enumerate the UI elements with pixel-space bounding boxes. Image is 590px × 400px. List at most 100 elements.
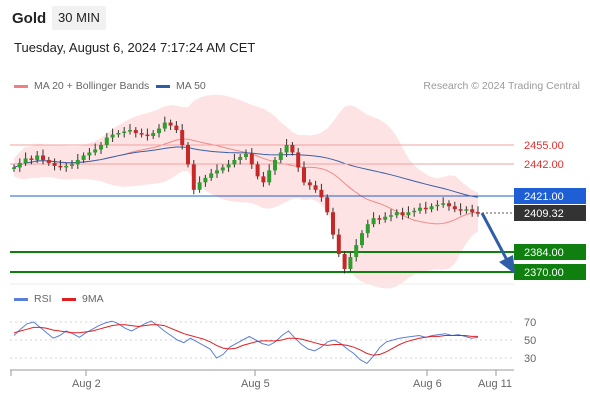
level-label-2442: 2442.00: [524, 159, 564, 171]
level-lines: 2455.00 2442.00 2421.00 2409.32 2384.00 …: [10, 140, 586, 280]
candle-body: [70, 164, 74, 166]
candle-body: [412, 210, 417, 213]
forecast-arrow: [480, 212, 515, 274]
candle-body: [75, 159, 80, 165]
candle-body: [238, 156, 243, 160]
rsi-line: [13, 320, 479, 365]
interval-selector[interactable]: 30 MIN: [52, 6, 106, 30]
candle-body: [139, 133, 144, 135]
header-bar: Gold 30 MIN: [0, 0, 590, 34]
candle-body: [17, 162, 22, 168]
candle-body: [302, 167, 306, 183]
rsi-pane: 70 50 30: [10, 317, 536, 365]
level-label-2455: 2455.00: [524, 140, 564, 152]
candle-body: [476, 212, 480, 214]
candle-body: [348, 257, 353, 270]
candle-body: [232, 159, 237, 165]
candle-body: [249, 153, 254, 165]
candle-body: [145, 134, 150, 137]
current-price-label: 2409.32: [524, 208, 564, 220]
candle-body: [116, 133, 121, 135]
candle-body: [168, 122, 173, 126]
candle-body: [383, 216, 388, 220]
candle-body: [360, 233, 364, 246]
candle-body: [174, 125, 179, 131]
candle-body: [325, 197, 330, 213]
legend-bollinger: MA 20 + Bollinger Bands: [14, 80, 149, 92]
candle-body: [93, 149, 98, 153]
candle-body: [336, 234, 341, 255]
candle-body: [64, 165, 69, 168]
legend-ma50-label: MA 50: [176, 80, 206, 92]
x-label-aug5: Aug 5: [241, 378, 270, 390]
candle-body: [435, 204, 440, 207]
candle-body: [342, 254, 347, 270]
current-price-tag: [514, 205, 586, 221]
legend-bollinger-label: MA 20 + Bollinger Bands: [34, 80, 150, 92]
candle-body: [447, 203, 451, 207]
candle-body: [313, 185, 318, 190]
level-tag-2370: [514, 264, 586, 280]
rsi-9ma-line: [13, 324, 478, 356]
candle-body: [35, 155, 40, 160]
candle-body: [203, 177, 208, 183]
bollinger-band: [14, 94, 478, 289]
candle-body: [244, 153, 248, 157]
candle-body: [122, 131, 127, 134]
candle-body: [52, 162, 57, 166]
candle-body: [365, 224, 370, 234]
candle-body: [157, 128, 161, 134]
candle-body: [110, 134, 115, 138]
candle-body: [296, 152, 301, 168]
candle-body: [186, 145, 190, 165]
candle-body: [162, 122, 167, 129]
candle-body: [284, 145, 289, 153]
candle-body: [429, 206, 434, 210]
level-tag-2384: [514, 244, 586, 260]
candle-body: [452, 206, 457, 210]
candle-body: [215, 170, 219, 174]
level-label-2384: 2384.00: [524, 247, 564, 259]
x-label-aug6: Aug 6: [413, 378, 442, 390]
x-label-aug11: Aug 11: [478, 378, 512, 390]
candle-body: [12, 167, 16, 169]
level-label-2421: 2421.00: [524, 191, 564, 203]
candle-body: [400, 212, 405, 216]
instrument-title: Gold: [12, 10, 47, 27]
candle-body: [470, 209, 475, 213]
candle-body: [319, 189, 324, 198]
timestamp: Tuesday, August 6, 2024 7:17:24 AM CET: [14, 40, 256, 55]
candle-body: [423, 207, 428, 210]
level-label-2370: 2370.00: [524, 267, 564, 279]
ma9-swatch: [62, 297, 76, 301]
rsi-swatch: [14, 297, 28, 301]
candle-body: [278, 152, 283, 160]
candle-body: [191, 164, 196, 190]
candles: [12, 116, 480, 274]
candle-body: [23, 158, 28, 163]
candle-body: [180, 130, 185, 145]
candle-body: [261, 176, 266, 183]
candle-body: [41, 155, 45, 160]
candle-body: [331, 212, 335, 235]
candle-body: [29, 158, 34, 160]
candle-body: [226, 164, 231, 168]
candle-body: [458, 209, 463, 211]
candle-body: [128, 130, 132, 132]
candle-body: [267, 170, 272, 183]
candle-body: [441, 203, 446, 205]
legend-rsi: RSI: [14, 293, 52, 305]
candle-body: [371, 218, 376, 225]
candle-body: [354, 245, 359, 258]
candle-body: [81, 155, 86, 160]
candle-body: [418, 207, 422, 211]
candle-body: [46, 159, 51, 163]
legend-ma50: MA 50: [156, 80, 206, 92]
candle-body: [307, 182, 312, 186]
candle-body: [377, 218, 382, 220]
candle-body: [133, 130, 138, 134]
rsi-tick-30: 30: [524, 353, 536, 365]
candle-body: [464, 209, 469, 211]
candle-body: [197, 182, 202, 190]
